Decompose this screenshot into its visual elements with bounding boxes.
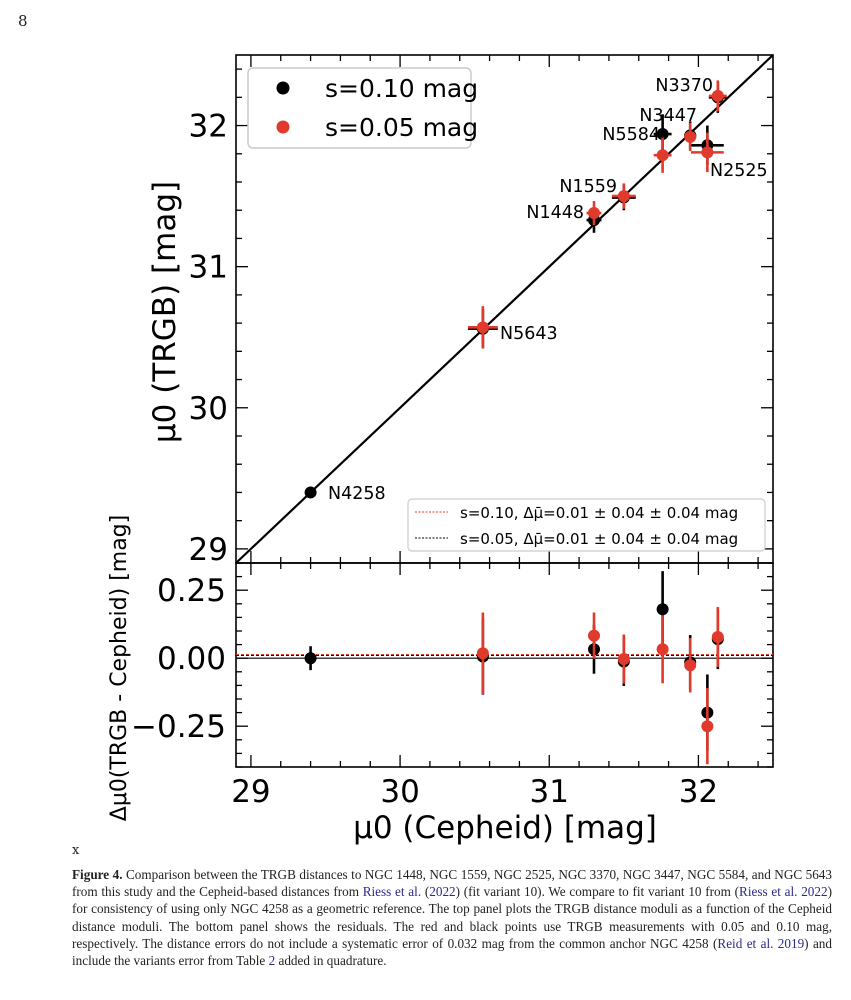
galaxy-label: N2525 bbox=[710, 161, 768, 181]
marker bbox=[656, 128, 669, 141]
marker bbox=[684, 659, 697, 672]
galaxy-label: N1448 bbox=[526, 203, 584, 223]
galaxy-label: N4258 bbox=[328, 484, 386, 504]
marker bbox=[476, 321, 489, 334]
top-data-point bbox=[653, 137, 672, 173]
citation-link[interactable]: Reid et al. 2019 bbox=[717, 935, 805, 951]
y-tick-label: 32 bbox=[189, 109, 228, 145]
marker bbox=[304, 486, 317, 499]
caption-text: ) and include the variants error from Ta… bbox=[72, 935, 832, 969]
marker bbox=[701, 720, 714, 733]
marker bbox=[711, 89, 724, 102]
marker bbox=[656, 149, 669, 162]
marker bbox=[588, 207, 600, 220]
top-data-point bbox=[304, 486, 317, 499]
legend-box bbox=[247, 67, 472, 149]
marker bbox=[588, 629, 600, 642]
x-tick-label: 32 bbox=[679, 774, 718, 810]
figure-4-chart: 29 30 31 32 29 30 31 32 0.25 0.00 −0.25 μ0 (Cepheid… bbox=[107, 54, 774, 846]
residual-legend-box bbox=[407, 498, 766, 552]
legend-label: s=0.10, Δμ̄=0.01 ± 0.04 ± 0.04 mag bbox=[460, 504, 738, 522]
residual-data-point bbox=[476, 612, 489, 695]
residual-data-point bbox=[711, 607, 724, 667]
y-tick-label: 30 bbox=[189, 391, 228, 427]
top-data-point bbox=[467, 306, 498, 349]
y-tick-label: 0.00 bbox=[157, 641, 226, 677]
top-data-point bbox=[708, 80, 727, 112]
marker bbox=[684, 130, 697, 143]
one-to-one-line bbox=[235, 54, 774, 564]
x-tick-label: 29 bbox=[231, 774, 270, 810]
x-axis-label: μ0 (Cepheid) [mag] bbox=[353, 810, 657, 846]
bottom-panel-frame bbox=[235, 562, 774, 768]
caption-text: ) (fit variant 10). We compare to fit va… bbox=[455, 884, 740, 900]
galaxy-label: N5584 bbox=[602, 125, 660, 145]
caption-text: ) for consistency of using only NGC 4258… bbox=[72, 884, 832, 951]
citation-link[interactable]: Riess et al. bbox=[362, 884, 422, 900]
residual-data-point bbox=[588, 612, 600, 659]
citation-link[interactable]: 2022 bbox=[429, 884, 456, 900]
marker bbox=[701, 146, 714, 159]
x-tick-label: 30 bbox=[380, 774, 419, 810]
citation-link[interactable]: Riess et al. 2022 bbox=[739, 884, 828, 900]
caption-text: ( bbox=[421, 884, 430, 900]
galaxy-label: N1559 bbox=[559, 177, 617, 197]
legend-label: s=0.05 mag bbox=[325, 113, 478, 142]
legend-label: s=0.05, Δμ̄=0.01 ± 0.04 ± 0.04 mag bbox=[460, 530, 738, 548]
caption-text: Comparison between the TRGB distances to… bbox=[72, 867, 832, 900]
table-link[interactable]: 2 bbox=[268, 953, 276, 969]
residual-data-point bbox=[701, 688, 714, 765]
x-tick-label: 31 bbox=[530, 774, 569, 810]
page-number: 8 bbox=[18, 12, 28, 30]
residual-data-point bbox=[684, 638, 697, 693]
marker bbox=[711, 630, 724, 643]
legend-marker bbox=[276, 120, 290, 134]
y-tick-label: 31 bbox=[189, 250, 228, 286]
caption-label: Figure 4. bbox=[72, 867, 123, 882]
caption-text: added in quadrature. bbox=[275, 953, 387, 969]
top-data-point bbox=[611, 183, 636, 209]
y-tick-label: −0.25 bbox=[131, 709, 226, 745]
residual-data-point bbox=[617, 634, 630, 684]
marker bbox=[476, 647, 489, 660]
y-tick-label: 0.25 bbox=[157, 573, 226, 609]
galaxy-label: N3370 bbox=[655, 76, 713, 96]
y-tick-label: 29 bbox=[189, 532, 228, 568]
top-data-point bbox=[586, 201, 602, 226]
y-axis-label: μ0 (TRGB) [mag] bbox=[147, 181, 183, 443]
legend-marker bbox=[276, 81, 290, 95]
marker bbox=[656, 643, 669, 656]
figure-caption: Figure 4. Comparison between the TRGB di… bbox=[72, 866, 832, 969]
residual-y-axis-label: Δμ0(TRGB - Cepheid) [mag] bbox=[107, 515, 132, 821]
galaxy-label: N5643 bbox=[500, 324, 558, 344]
residual-data-point bbox=[656, 615, 669, 684]
top-data-point bbox=[684, 122, 697, 151]
stray-mark: x bbox=[72, 843, 80, 858]
residual-data-point bbox=[304, 646, 317, 671]
marker bbox=[304, 652, 317, 665]
marker bbox=[656, 603, 669, 616]
marker bbox=[617, 653, 630, 666]
marker bbox=[617, 190, 630, 203]
galaxy-label: N3447 bbox=[639, 106, 697, 126]
legend-label: s=0.10 mag bbox=[325, 74, 478, 103]
top-data-point bbox=[690, 132, 724, 173]
